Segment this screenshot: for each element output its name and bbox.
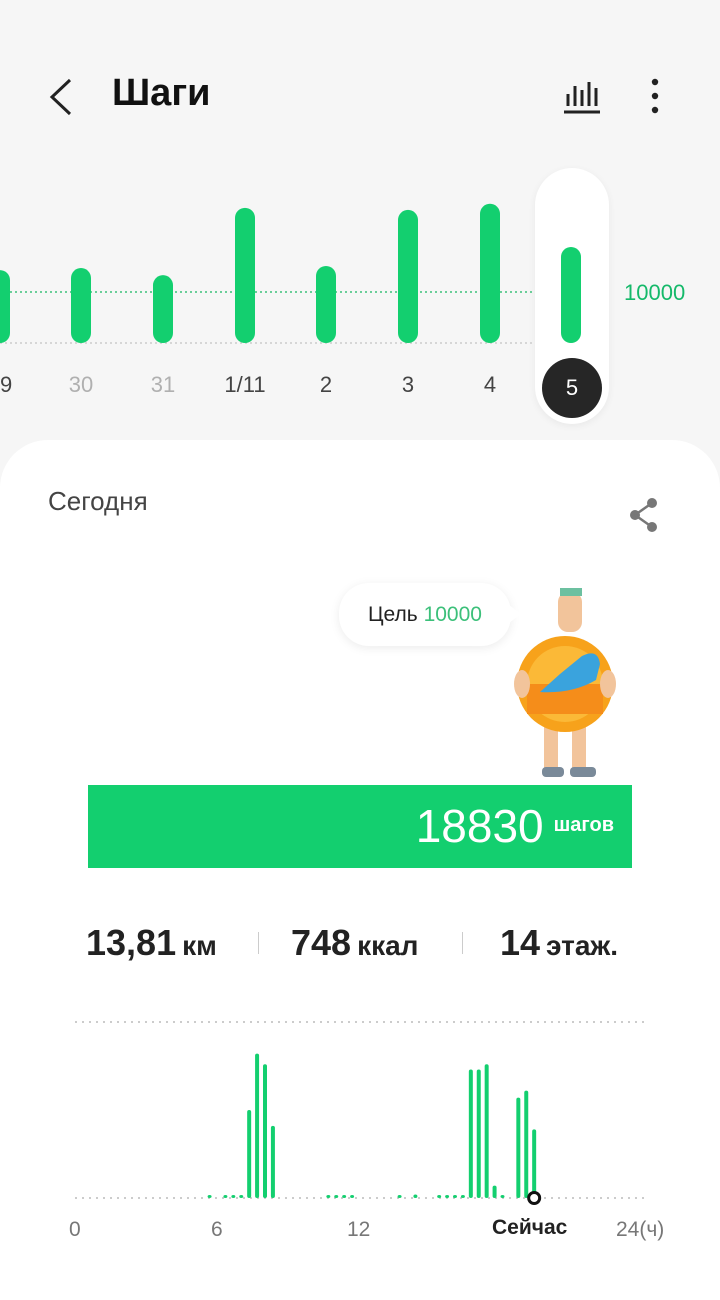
hour-bar-6:40	[231, 1195, 236, 1198]
day-bar-5[interactable]	[561, 246, 581, 343]
floors-unit: этаж.	[546, 930, 619, 961]
steps-progress-bar: 18830 шагов	[88, 785, 632, 868]
hour-bar-11:20	[342, 1195, 347, 1198]
x-tick-6: 6	[211, 1218, 223, 1241]
calories-stat: 748 ккал	[291, 922, 418, 964]
goal-prefix: Цель	[368, 603, 418, 626]
share-icon	[630, 498, 657, 532]
back-button[interactable]	[40, 72, 84, 122]
x-tick-24: 24(ч)	[616, 1218, 665, 1241]
selected-day-label[interactable]: 5	[542, 358, 602, 418]
day-label-29[interactable]: 29	[0, 372, 13, 397]
page-title: Шаги	[112, 72, 211, 114]
hour-bar-6:20	[223, 1195, 228, 1198]
x-tick-0: 0	[69, 1218, 81, 1241]
day-label-4[interactable]: 4	[483, 372, 497, 397]
now-marker	[527, 1191, 542, 1205]
hour-bar-17:00	[476, 1069, 481, 1198]
hour-bar-14:20	[413, 1194, 418, 1198]
hour-bar-11:00	[334, 1195, 339, 1198]
hour-bar-16:40	[468, 1069, 473, 1198]
day-bar-2[interactable]	[316, 265, 336, 343]
day-label-31[interactable]: 31	[150, 372, 176, 397]
day-bar-30[interactable]	[71, 268, 91, 343]
day-label-30[interactable]: 30	[68, 372, 94, 397]
day-bar-29[interactable]	[0, 270, 10, 343]
hour-bar-7:00	[239, 1195, 244, 1198]
hour-bar-15:40	[445, 1195, 450, 1198]
bar-chart-icon	[564, 82, 600, 114]
card-title: Сегодня	[48, 486, 148, 516]
hour-bar-16:20	[460, 1195, 465, 1198]
hour-bar-19:20	[532, 1129, 537, 1198]
hour-bar-10:40	[326, 1195, 331, 1198]
divider	[258, 932, 259, 954]
goal-line-label: 10000	[624, 280, 686, 305]
hour-bar-7:40	[255, 1053, 260, 1198]
day-label-1/11[interactable]: 1/11	[224, 372, 266, 397]
chart-view-button[interactable]	[562, 76, 602, 116]
steps-unit: шагов	[553, 813, 614, 836]
hour-bar-18:00	[500, 1195, 505, 1198]
hour-bar-18:40	[516, 1097, 521, 1198]
hourly-steps-chart	[75, 1021, 648, 1205]
floors-stat: 14 этаж.	[500, 922, 618, 964]
hour-bar-19:00	[524, 1090, 529, 1198]
calories-unit: ккал	[357, 930, 419, 961]
now-label: Сейчас	[492, 1216, 568, 1239]
calories-value: 748	[291, 922, 352, 963]
divider	[462, 932, 463, 954]
chevron-left-icon	[49, 78, 72, 116]
hour-bar-17:20	[484, 1064, 489, 1198]
distance-unit: км	[182, 930, 217, 961]
hour-bar-5:40	[207, 1195, 212, 1198]
day-bar-1/11[interactable]	[235, 207, 255, 343]
x-tick-12: 12	[347, 1218, 371, 1241]
hour-bar-16:00	[453, 1195, 457, 1198]
hour-bar-8:00	[263, 1064, 267, 1198]
share-button[interactable]	[626, 496, 662, 534]
goal-value: 10000	[423, 603, 482, 626]
hour-bar-11:40	[350, 1195, 355, 1198]
more-vertical-icon	[651, 78, 659, 114]
steps-count: 18830	[415, 800, 544, 852]
distance-stat: 13,81 км	[86, 922, 217, 964]
daily-steps-chart[interactable]	[0, 150, 720, 360]
day-label-3[interactable]: 3	[401, 372, 415, 397]
day-label-2[interactable]: 2	[319, 372, 333, 397]
mascot-illustration	[514, 588, 616, 777]
hour-bar-15:20	[437, 1195, 442, 1198]
day-bar-31[interactable]	[153, 275, 173, 343]
hour-bar-8:20	[270, 1125, 275, 1198]
day-bar-4[interactable]	[480, 203, 500, 343]
hour-bar-17:40	[492, 1185, 497, 1198]
more-options-button[interactable]	[640, 76, 670, 116]
hour-bar-7:20	[247, 1110, 252, 1198]
distance-value: 13,81	[86, 922, 177, 963]
hour-bar-13:40	[397, 1195, 402, 1198]
goal-bubble: Цель 10000	[339, 583, 521, 646]
day-bar-3[interactable]	[398, 209, 418, 343]
floors-value: 14	[500, 922, 541, 963]
